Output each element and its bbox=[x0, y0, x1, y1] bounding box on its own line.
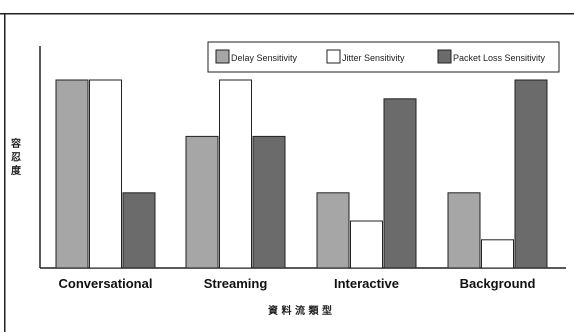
bar-streaming-jitter-sensitivity bbox=[219, 79, 252, 269]
bar-conversational-packet-loss-sensitivity bbox=[122, 192, 156, 269]
bar-interactive-delay-sensitivity bbox=[316, 192, 350, 269]
category-label-background: Background bbox=[460, 276, 536, 291]
legend-label-jitter-sensitivity: Jitter Sensitivity bbox=[342, 53, 405, 63]
x-axis-title: 資 料 流 類 型 bbox=[268, 304, 332, 317]
legend: Delay Sensitivity Jitter Sensitivity Packe… bbox=[207, 41, 560, 73]
bar-background-jitter-sensitivity bbox=[481, 239, 514, 269]
frame-left-line bbox=[4, 13, 6, 332]
bar-streaming-packet-loss-sensitivity bbox=[252, 135, 286, 269]
bar-background-delay-sensitivity bbox=[447, 192, 481, 269]
category-label-streaming: Streaming bbox=[204, 276, 268, 291]
legend-swatch-packet-loss-sensitivity bbox=[437, 49, 452, 64]
legend-swatch-delay-sensitivity bbox=[215, 49, 230, 64]
bar-conversational-delay-sensitivity bbox=[55, 79, 89, 269]
category-labels: Conversational Streaming Interactive Backgr… bbox=[59, 276, 536, 291]
legend-swatch-jitter-sensitivity bbox=[326, 49, 341, 64]
bar-conversational-jitter-sensitivity bbox=[89, 79, 122, 269]
legend-label-packet-loss-sensitivity: Packet Loss Sensitivity bbox=[453, 53, 546, 63]
y-axis-title: 容 忍 度 bbox=[9, 137, 22, 176]
legend-box bbox=[207, 41, 560, 73]
bar-interactive-jitter-sensitivity bbox=[350, 220, 383, 269]
bar-background-packet-loss-sensitivity bbox=[514, 79, 548, 269]
category-label-interactive: Interactive bbox=[334, 276, 399, 291]
bars bbox=[55, 79, 548, 269]
legend-label-delay-sensitivity: Delay Sensitivity bbox=[231, 53, 298, 63]
y-axis-title-group: 容 忍 度 bbox=[9, 137, 22, 176]
bar-streaming-delay-sensitivity bbox=[185, 135, 219, 269]
frame-top-line bbox=[0, 13, 574, 15]
category-label-conversational: Conversational bbox=[59, 276, 153, 291]
bar-interactive-packet-loss-sensitivity bbox=[383, 98, 417, 269]
